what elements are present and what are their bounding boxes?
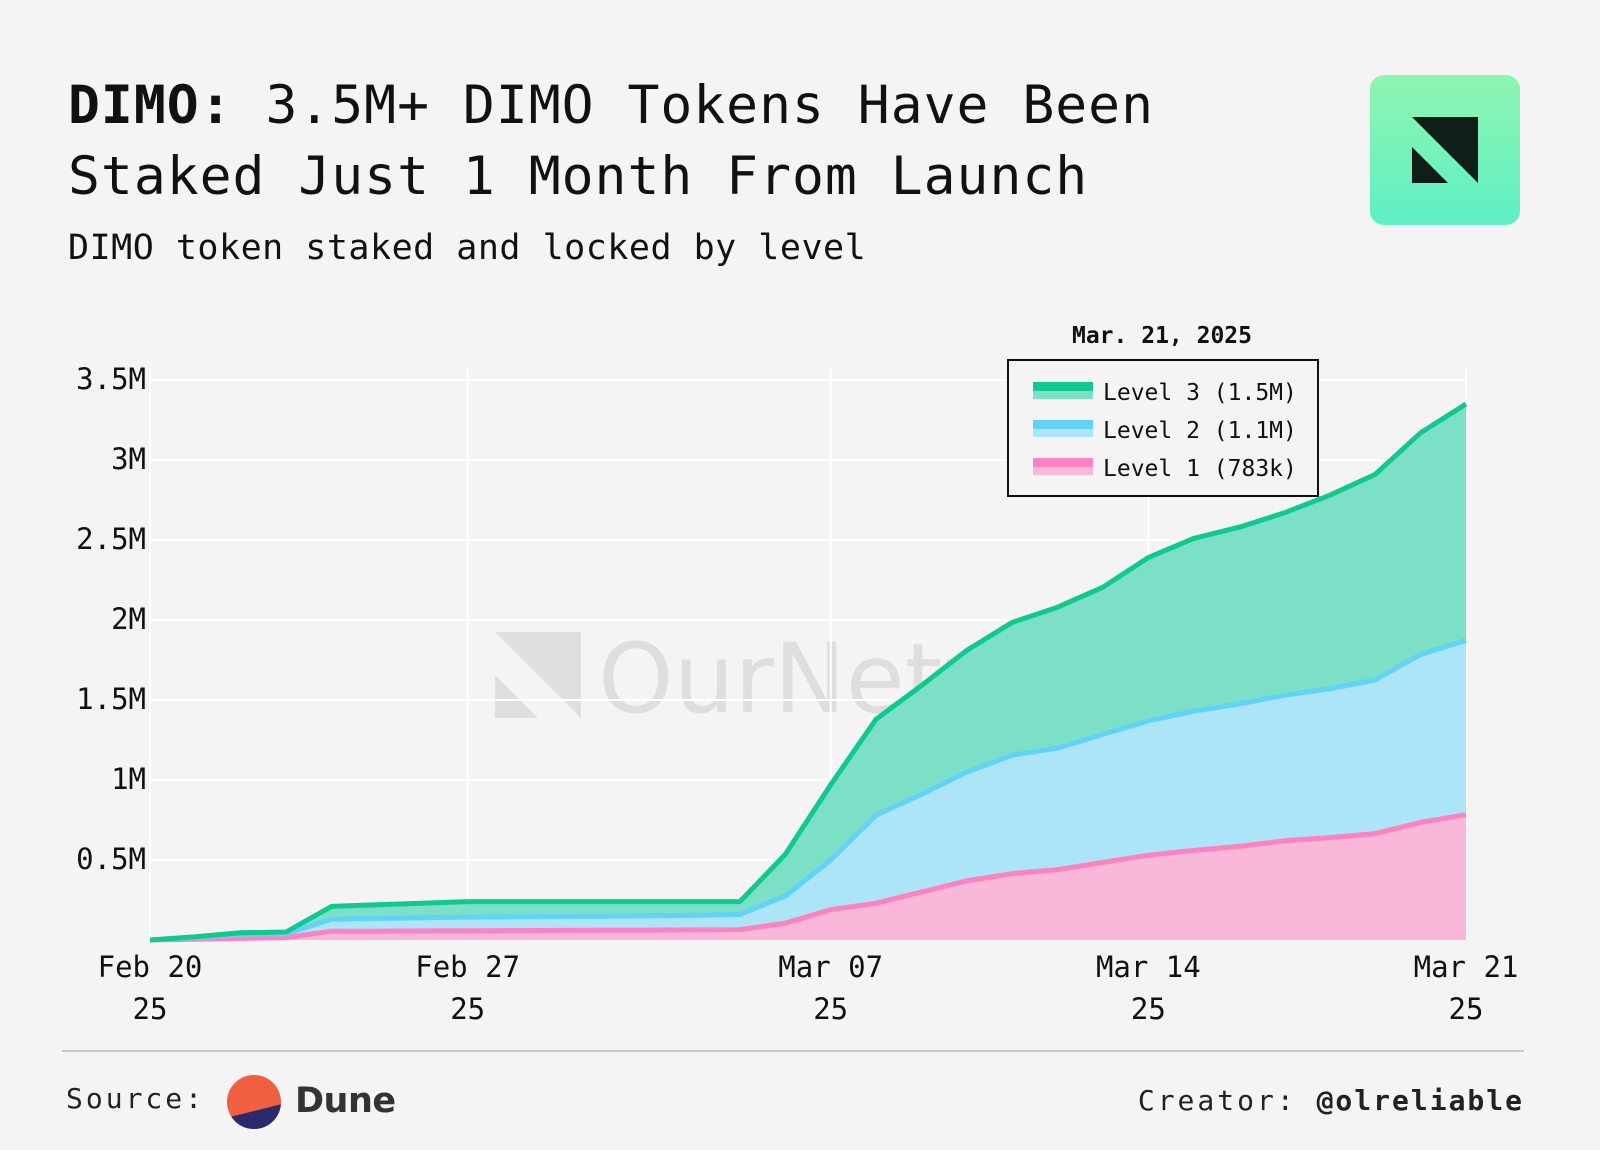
x-tick-year-label: 25 (133, 992, 168, 1026)
legend-swatch-level3 (1033, 382, 1093, 391)
footer-divider (62, 1050, 1524, 1052)
legend-label: Level 1 (783k) (1103, 456, 1297, 482)
legend-swatch-fill-level3 (1033, 391, 1093, 399)
legend-swatch-fill-level1 (1033, 467, 1093, 475)
legend-swatch-level1 (1033, 458, 1093, 467)
y-tick-label: 0.5M (76, 842, 146, 876)
line-level1 (149, 812, 1467, 943)
x-tick-year-label: 25 (1449, 992, 1484, 1026)
chart-title: DIMO: 3.5M+ DIMO Tokens Have Been Staked… (68, 70, 1318, 212)
series-lines (149, 401, 1468, 943)
y-tick-label: 2.5M (76, 522, 146, 556)
y-tick-label: 3M (111, 442, 146, 476)
chart-subtitle: DIMO token staked and locked by level (68, 228, 867, 268)
legend-swatch-fill-level2 (1033, 429, 1093, 437)
x-tick-label: Feb 27 (415, 950, 520, 984)
legend-title: Mar. 21, 2025 (1072, 323, 1252, 349)
x-axis: Feb 20 25 Feb 27 25 Mar 07 25 Mar 14 25 Mar 21 25 (98, 950, 1519, 1026)
ournetwork-logo-icon (1370, 75, 1520, 225)
legend-swatch-level2 (1033, 420, 1093, 429)
legend: Mar. 21, 2025 Level 3 (1.5M) Level 2 (1.1M… (1007, 323, 1319, 497)
x-tick-year-label: 25 (1131, 992, 1166, 1026)
creator-label: Creator: (1137, 1084, 1297, 1117)
legend-label: Level 2 (1.1M) (1103, 418, 1297, 444)
title-bold: DIMO: (68, 75, 233, 136)
x-tick-label: Mar 14 (1096, 950, 1201, 984)
y-tick-label: 3.5M (76, 362, 146, 396)
area-level3 (150, 404, 1466, 940)
dune-logo-icon (227, 1075, 281, 1129)
creator-credit: Creator: @olreliable (1138, 1084, 1524, 1117)
source-name: Dune (295, 1081, 396, 1121)
x-tick-year-label: 25 (813, 992, 848, 1026)
x-tick-label: Mar 21 (1414, 950, 1519, 984)
line-level2 (149, 637, 1467, 943)
creator-handle: @olreliable (1316, 1084, 1524, 1117)
y-tick-label: 2M (111, 602, 146, 636)
y-tick-label: 1.5M (76, 682, 146, 716)
title-rest: 3.5M+ DIMO Tokens Have Been Staked Just … (68, 75, 1154, 207)
source-label: Source: (66, 1082, 206, 1115)
legend-label: Level 3 (1.5M) (1103, 380, 1297, 406)
area-level1 (150, 814, 1466, 940)
line-level3 (149, 401, 1468, 943)
y-tick-label: 1M (111, 762, 146, 796)
x-tick-label: Feb 20 (98, 950, 203, 984)
x-tick-label: Mar 07 (778, 950, 883, 984)
x-tick-year-label: 25 (450, 992, 485, 1026)
y-axis: 0.5M 1M 1.5M 2M 2.5M 3M 3.5M (76, 362, 146, 876)
